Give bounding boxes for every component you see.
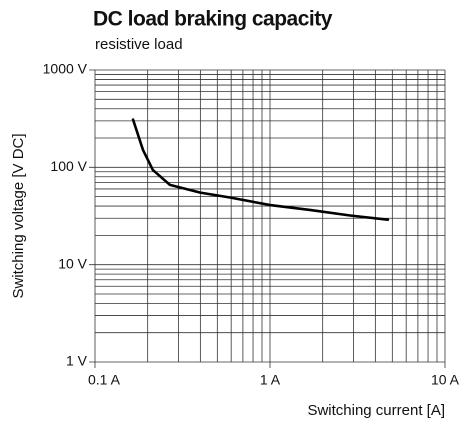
chart-title: DC load braking capacity — [93, 8, 333, 31]
x-tick-label: 0.1 A — [88, 372, 121, 388]
chart-subtitle: resistive load — [95, 36, 183, 53]
x-axis-label: Switching current [A] — [307, 402, 445, 419]
x-tick-label: 10 A — [431, 372, 460, 388]
y-tick-label: 10 V — [58, 255, 87, 271]
line-series — [131, 118, 390, 221]
x-tick-label: 1 A — [260, 372, 281, 388]
y-axis-label: Switching voltage [V DC] — [10, 133, 27, 298]
y-tick-label: 100 V — [50, 158, 87, 174]
y-tick-label: 1 V — [66, 353, 88, 369]
y-tick-label: 1000 V — [43, 61, 88, 77]
